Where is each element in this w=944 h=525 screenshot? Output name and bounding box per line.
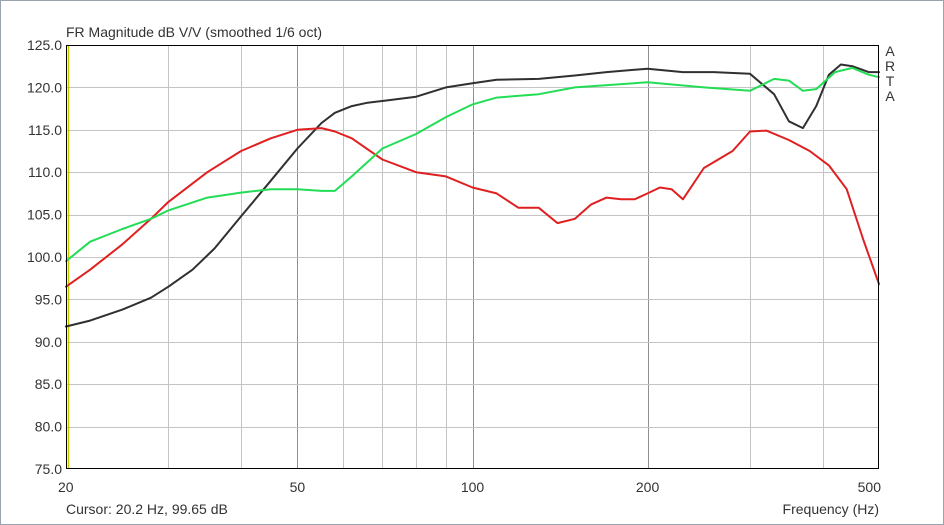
y-tick-label: 100.0 bbox=[27, 249, 62, 265]
y-tick-label: 115.0 bbox=[28, 122, 62, 138]
series-line-3 bbox=[65, 66, 880, 263]
chart-title: FR Magnitude dB V/V (smoothed 1/6 oct) bbox=[66, 24, 323, 40]
y-tick-label: 105.0 bbox=[27, 207, 62, 223]
y-tick-label: 125.0 bbox=[27, 37, 62, 53]
logo-letter: R bbox=[884, 58, 896, 74]
y-tick-label: 75.0 bbox=[35, 461, 62, 477]
y-tick-label: 90.0 bbox=[35, 334, 62, 350]
logo-letter: T bbox=[885, 73, 895, 89]
x-tick-label: 500 bbox=[858, 479, 882, 495]
tick-labels: 75.0 80.0 85.0 90.0 95.0 100.0 105.0 110.0 115.0… bbox=[27, 37, 881, 495]
logo-letter: A bbox=[885, 88, 895, 104]
x-tick-label: 50 bbox=[290, 479, 306, 495]
y-tick-label: 85.0 bbox=[35, 376, 62, 392]
series-layer bbox=[65, 63, 880, 328]
y-tick-label: 110.0 bbox=[28, 164, 62, 180]
series-line-1 bbox=[65, 63, 880, 328]
cursor-readout: Cursor: 20.2 Hz, 99.65 dB bbox=[66, 501, 228, 517]
x-tick-label: 20 bbox=[58, 479, 74, 495]
x-tick-label: 200 bbox=[636, 479, 660, 495]
y-tick-label: 95.0 bbox=[35, 291, 62, 307]
x-tick-label: 100 bbox=[461, 479, 485, 495]
plot-border bbox=[66, 45, 879, 469]
grid bbox=[66, 45, 879, 469]
y-tick-label: 80.0 bbox=[35, 419, 62, 435]
series-line-2 bbox=[65, 127, 880, 288]
x-axis-label: Frequency (Hz) bbox=[782, 501, 879, 517]
logo-letter: A bbox=[885, 43, 895, 59]
y-tick-label: 120.0 bbox=[27, 79, 62, 95]
arta-logo: A R T A bbox=[884, 44, 896, 104]
